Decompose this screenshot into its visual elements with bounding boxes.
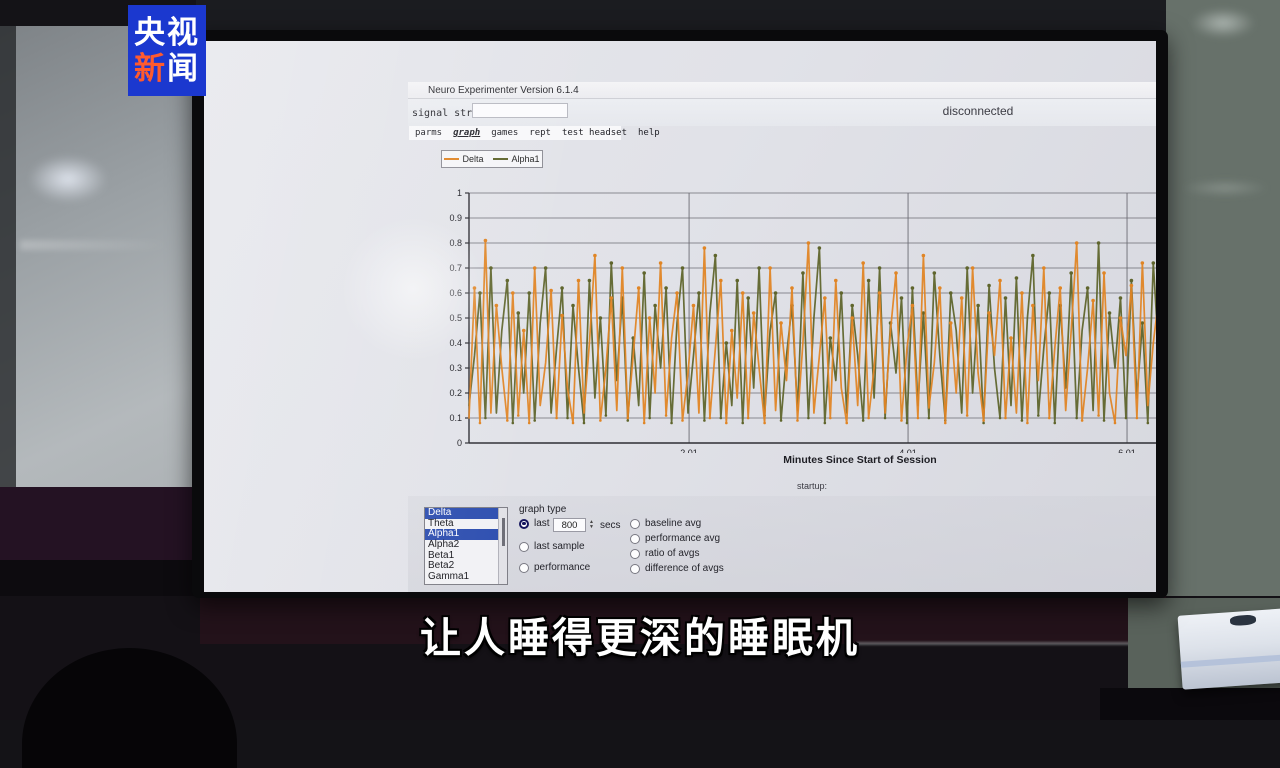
- legend-item-alpha1: Alpha1: [493, 154, 540, 164]
- svg-text:4.01: 4.01: [899, 448, 917, 453]
- menu-item-rept[interactable]: rept: [529, 128, 551, 138]
- radio-performance-avg-label: performance avg: [645, 533, 721, 544]
- glass-reflection: [28, 155, 108, 203]
- radio-performance-icon[interactable]: [519, 562, 529, 573]
- connection-status: disconnected: [942, 104, 1014, 118]
- glass-panel-edge: [0, 26, 16, 571]
- radio-baseline-avg-icon[interactable]: [630, 518, 640, 529]
- secs-spinner-value[interactable]: 800: [553, 518, 586, 532]
- svg-text:6.01: 6.01: [1118, 448, 1136, 453]
- header-bar: signal strength disconnected X: [408, 99, 1156, 126]
- svg-text:1: 1: [457, 188, 462, 198]
- menu-item-help[interactable]: help: [638, 128, 660, 138]
- svg-text:0.4: 0.4: [449, 338, 462, 348]
- radio-performance-label: performance: [534, 562, 591, 573]
- alpha1-line-swatch-icon: [493, 158, 509, 160]
- radio-last-sample-label: last sample: [534, 541, 585, 552]
- wall-reflection-blob: [1190, 8, 1256, 38]
- band-listbox[interactable]: Delta Theta Alpha1 Alpha2 Beta1 Beta2 Ga…: [424, 507, 508, 585]
- x-axis-title: Minutes Since Start of Session: [783, 454, 937, 466]
- radio-difference-of-avgs-icon[interactable]: [630, 563, 640, 574]
- logo-row-1: 央视: [134, 15, 200, 50]
- radio-last-sample-icon[interactable]: [519, 541, 529, 552]
- window-title: Neuro Experimenter Version 6.1.4: [428, 85, 579, 96]
- listbox-scrollbar[interactable]: [498, 508, 507, 584]
- desk-shadow-band: [200, 596, 1166, 644]
- menu-item-test-headset[interactable]: test headset: [561, 128, 627, 138]
- secs-label: secs: [600, 520, 621, 531]
- menu-bar: parms graph games rept test headset help: [409, 126, 660, 140]
- scrollbar-thumb[interactable]: [502, 518, 505, 546]
- svg-text:0: 0: [457, 438, 462, 448]
- radio-ratio-of-avgs-label: ratio of avgs: [645, 548, 700, 559]
- list-item-gamma1[interactable]: Gamma1: [428, 571, 470, 583]
- background-purple-band: [0, 487, 206, 567]
- video-subtitle: 让人睡得更深的睡眠机: [420, 615, 860, 661]
- background-top-strip: [196, 0, 1166, 32]
- graph-type-label: graph type: [519, 504, 567, 515]
- svg-text:0.9: 0.9: [449, 213, 462, 223]
- radio-last[interactable]: last: [519, 518, 550, 529]
- background-right-wall: [1166, 0, 1280, 620]
- legend-item-delta: Delta: [444, 154, 483, 164]
- startup-label: startup:: [797, 481, 828, 491]
- background-glass-panel: [0, 26, 206, 571]
- radio-difference-of-avgs[interactable]: difference of avgs: [630, 563, 724, 574]
- svg-text:0.8: 0.8: [449, 238, 462, 248]
- application-screen: Neuro Experimenter Version 6.1.4 – ▢ ✕ s…: [204, 41, 1156, 592]
- delta-line-swatch-icon: [444, 158, 460, 160]
- legend-label-alpha1: Alpha1: [511, 154, 540, 164]
- radio-baseline-avg-label: baseline avg: [645, 518, 702, 529]
- menu-item-games[interactable]: games: [491, 128, 519, 138]
- radio-performance[interactable]: performance: [519, 562, 590, 573]
- glass-reflection-2: [20, 240, 170, 250]
- logo-row-2: 新闻: [134, 51, 200, 86]
- eeg-line-chart: 1 0.9 0.8 0.7 0.6 0.5 0.4 0.3 0.2 0.1 0 2.01 4.01 6.0…: [429, 181, 1156, 458]
- svg-text:2.01: 2.01: [680, 448, 698, 453]
- legend-label-delta: Delta: [462, 154, 484, 164]
- svg-text:0.2: 0.2: [449, 388, 462, 398]
- spinner-arrows-icon[interactable]: ▲ ▼: [589, 519, 594, 530]
- radio-baseline-avg[interactable]: baseline avg: [630, 518, 701, 529]
- menu-item-graph[interactable]: graph: [453, 128, 481, 138]
- cctv-news-logo: 央视 新闻: [128, 5, 206, 96]
- radio-last-sample[interactable]: last sample: [519, 541, 585, 552]
- radio-performance-avg[interactable]: performance avg: [630, 533, 720, 544]
- menu-item-parms[interactable]: parms: [415, 128, 443, 138]
- radio-performance-avg-icon[interactable]: [630, 533, 640, 544]
- svg-text:0.1: 0.1: [449, 413, 462, 423]
- signal-strength-input[interactable]: [472, 103, 568, 118]
- logo-char-xin: 新: [134, 51, 167, 86]
- svg-text:0.7: 0.7: [449, 263, 462, 273]
- background-table: [1100, 688, 1280, 720]
- svg-text:0.6: 0.6: [449, 288, 462, 298]
- svg-text:0.5: 0.5: [449, 313, 462, 323]
- svg-text:0.3: 0.3: [449, 363, 462, 373]
- desk-edge-highlight: [856, 642, 1168, 645]
- radio-last-icon[interactable]: [519, 518, 529, 529]
- radio-ratio-of-avgs[interactable]: ratio of avgs: [630, 548, 699, 559]
- radio-ratio-of-avgs-icon[interactable]: [630, 548, 640, 559]
- chart-legend: Delta Alpha1: [441, 150, 543, 168]
- wall-reflection-blob-2: [1180, 180, 1270, 196]
- radio-last-label: last: [534, 518, 550, 529]
- window-titlebar: Neuro Experimenter Version 6.1.4 – ▢ ✕: [408, 82, 1156, 99]
- chart-canvas: 1 0.9 0.8 0.7 0.6 0.5 0.4 0.3 0.2 0.1 0 2.01 4.01 6.0…: [449, 188, 1156, 458]
- radio-difference-of-avgs-label: difference of avgs: [645, 563, 724, 574]
- logo-char-wen: 闻: [167, 51, 200, 86]
